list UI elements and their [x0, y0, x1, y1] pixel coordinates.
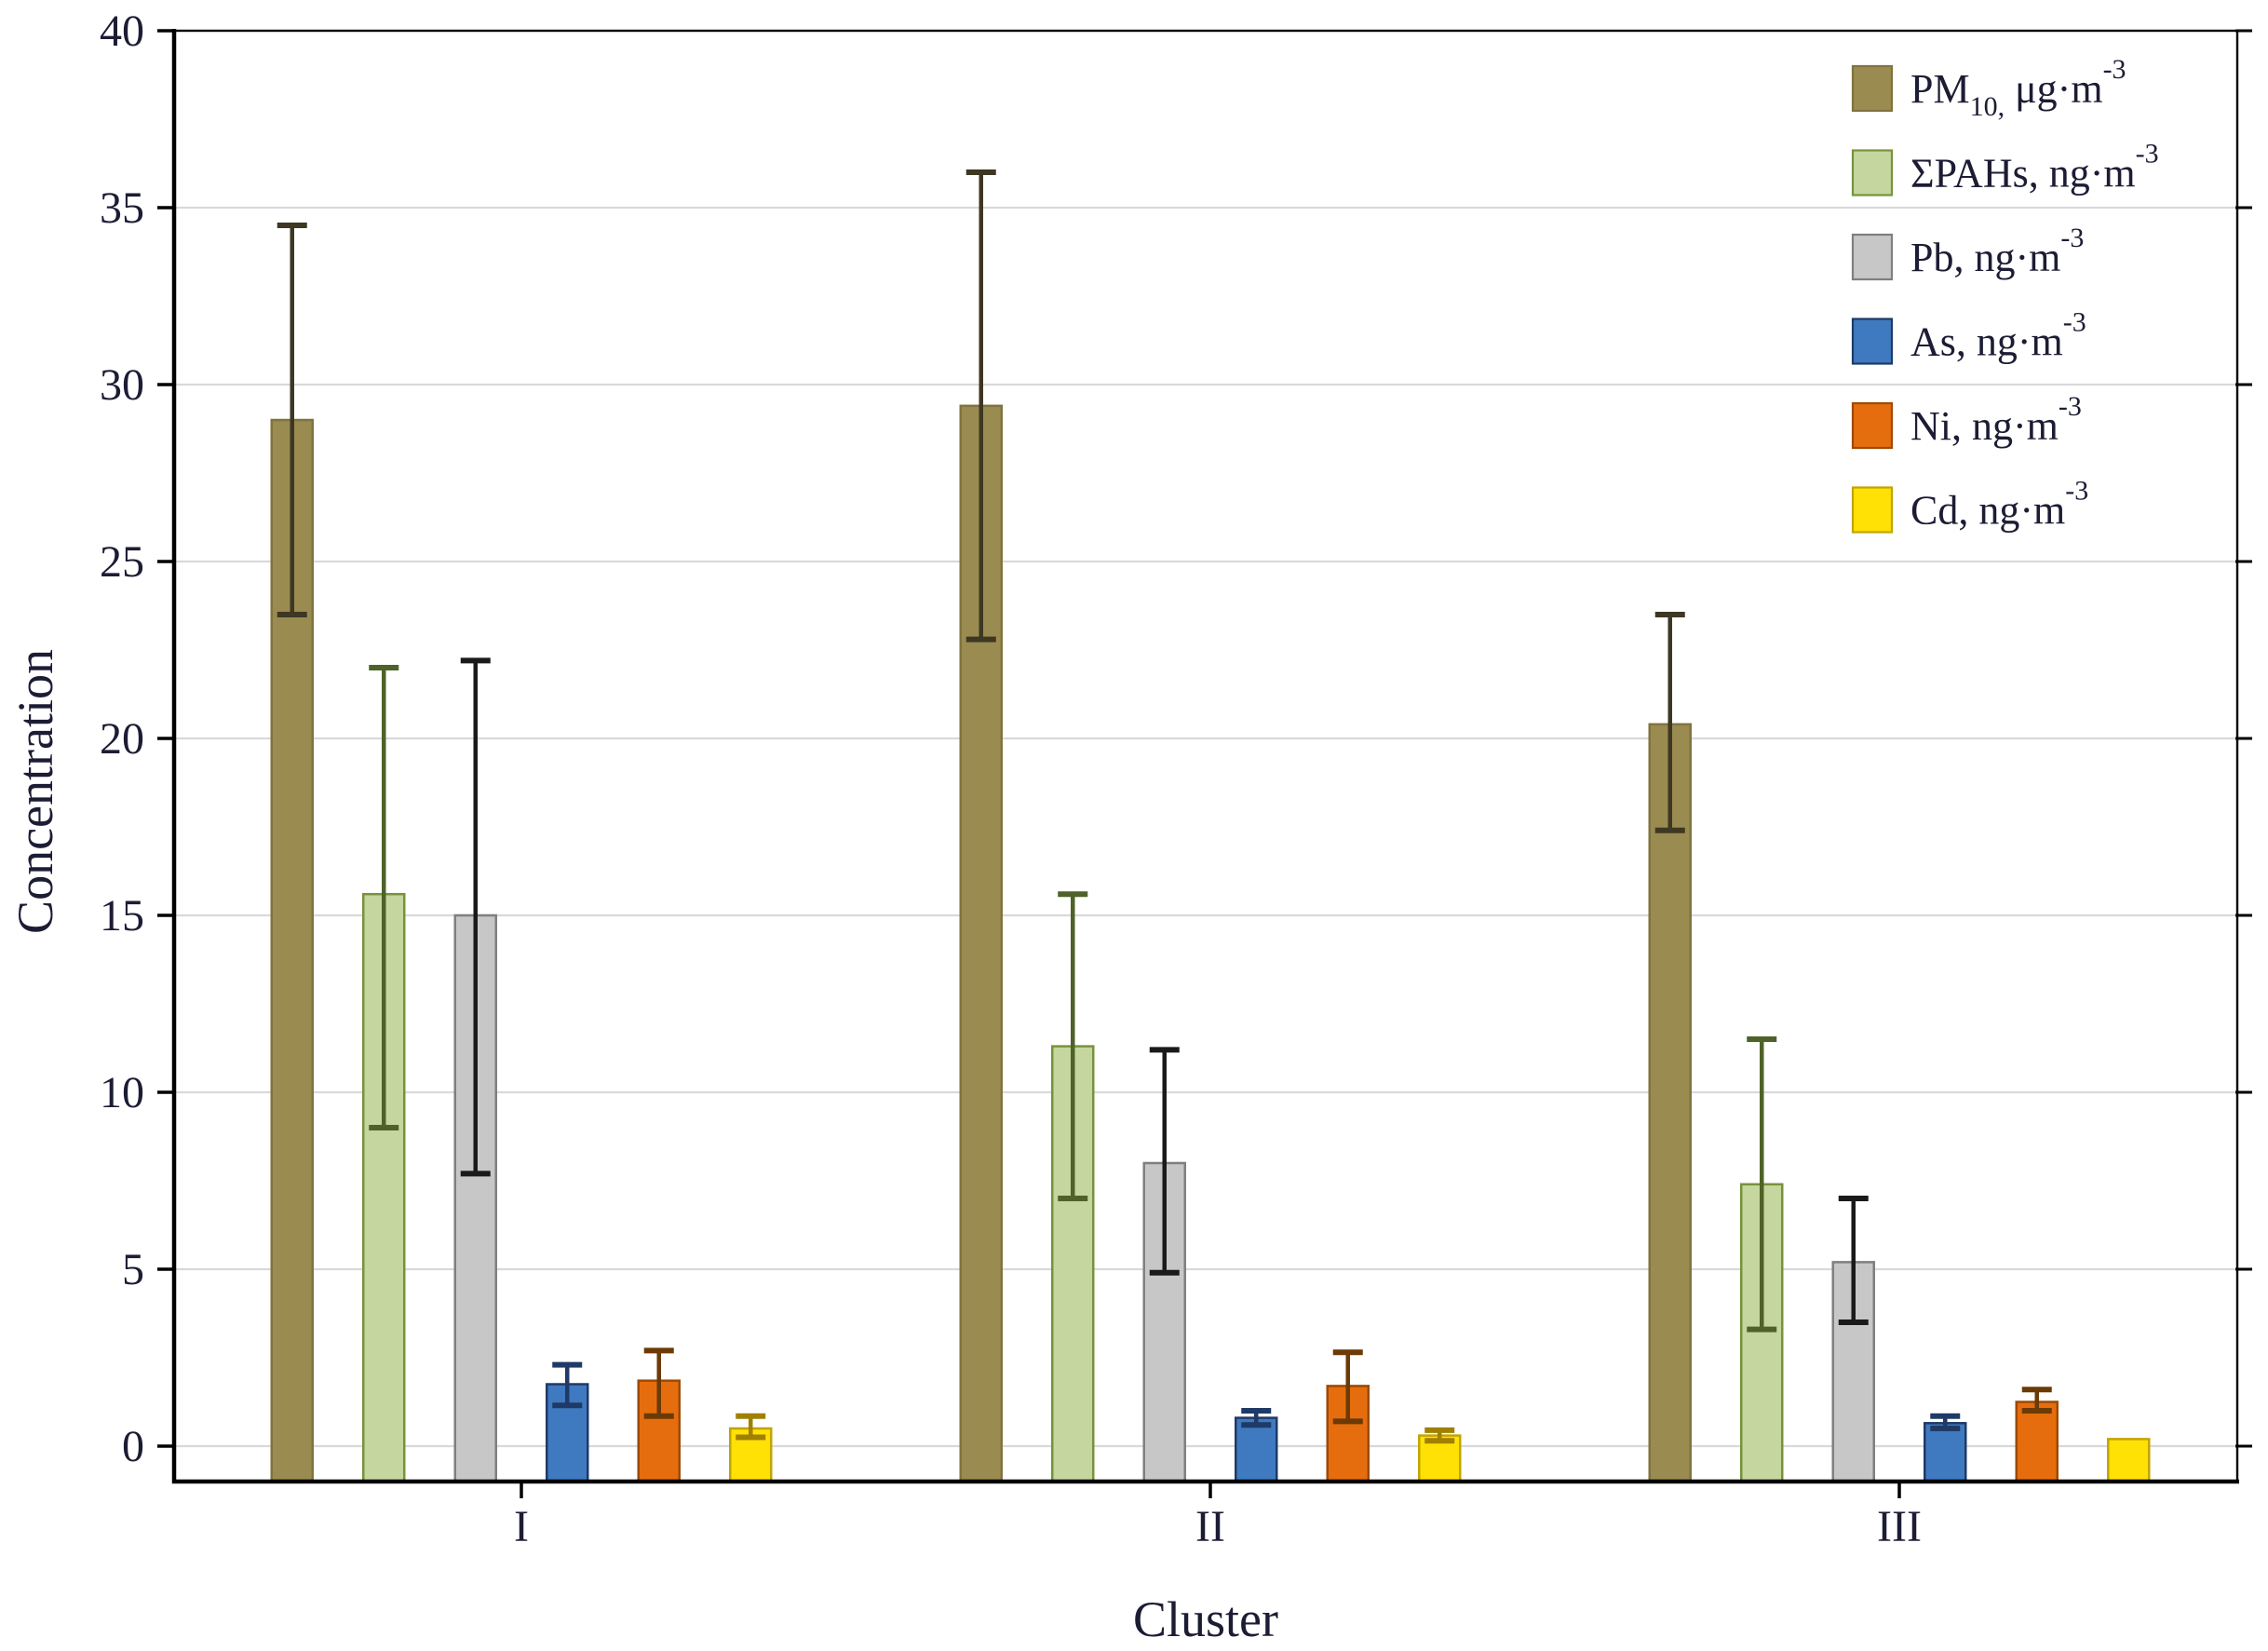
legend-swatch-Pb: [1851, 233, 1894, 281]
error-bar-Pb-III: [1838, 1196, 1869, 1325]
legend-swatch-PM10: [1851, 64, 1894, 113]
bar-Ni-III: [2015, 1401, 2059, 1483]
bar-As-III: [1924, 1422, 1967, 1483]
legend-label-Cd: Cd, ng·m-3: [1910, 476, 2088, 534]
legend-item-As: As, ng·m-3: [1851, 307, 2086, 365]
error-bar-As-III: [1930, 1413, 1961, 1431]
legend-label-As: As, ng·m-3: [1910, 307, 2086, 365]
bar-SPAHs-II: [1051, 1045, 1095, 1483]
x-axis-title: Cluster: [1133, 1591, 1278, 1647]
error-bar-As-II: [1241, 1408, 1272, 1428]
error-bar-Ni-II: [1332, 1349, 1363, 1425]
legend-swatch-Ni: [1851, 401, 1894, 450]
error-bar-Cd-II: [1424, 1427, 1455, 1444]
y-tick-label-35: 35: [100, 183, 144, 233]
error-bar-PM10-III: [1654, 612, 1685, 833]
error-bar-Ni-III: [2021, 1387, 2052, 1414]
error-bar-Ni-I: [643, 1347, 674, 1419]
legend: PM10, μg·m-3 ΣPAHs, ng·m-3 Pb, ng·m-3 As, n…: [1851, 54, 2159, 534]
legend-item-Ni: Ni, ng·m-3: [1851, 391, 2082, 450]
error-bar-SPAHs-I: [369, 665, 399, 1130]
bar-Cd-III: [2107, 1438, 2151, 1483]
error-bar-SPAHs-III: [1747, 1036, 1777, 1333]
error-bar-PM10-II: [965, 169, 996, 643]
error-bar-Pb-II: [1149, 1047, 1180, 1276]
legend-label-PM10: PM10, μg·m-3: [1910, 54, 2126, 122]
y-tick-label-25: 25: [100, 537, 144, 587]
legend-swatch-SPAHs: [1851, 149, 1894, 196]
legend-label-SPAHs: ΣPAHs, ng·m-3: [1910, 139, 2159, 196]
x-tick-label-II: II: [1195, 1502, 1225, 1551]
legend-item-Pb: Pb, ng·m-3: [1851, 223, 2084, 281]
error-bar-SPAHs-II: [1058, 891, 1088, 1201]
error-bar-Pb-I: [460, 657, 491, 1177]
bar-Ni-I: [637, 1379, 681, 1483]
error-bar-Cd-I: [736, 1413, 766, 1441]
bar-PM10-III: [1648, 723, 1692, 1483]
legend-swatch-Cd: [1851, 486, 1894, 534]
error-bar-PM10-I: [277, 223, 307, 617]
error-bar-As-I: [552, 1361, 583, 1409]
y-tick-label-20: 20: [100, 714, 144, 764]
bars-layer: [270, 169, 2151, 1483]
y-tick-label-40: 40: [100, 7, 144, 56]
y-tick-label-15: 15: [100, 891, 144, 941]
x-tick-label-III: III: [1877, 1502, 1922, 1551]
y-axis-title: Concentration: [7, 649, 63, 934]
y-tick-label-10: 10: [100, 1068, 144, 1117]
gridlines-layer: [174, 206, 2237, 1448]
y-tick-label-30: 30: [100, 360, 144, 410]
y-tick-label-5: 5: [122, 1245, 144, 1294]
legend-item-SPAHs: ΣPAHs, ng·m-3: [1851, 139, 2159, 196]
x-tick-label-I: I: [514, 1502, 529, 1551]
legend-label-Pb: Pb, ng·m-3: [1910, 223, 2084, 280]
legend-swatch-As: [1851, 318, 1894, 365]
legend-item-PM10: PM10, μg·m-3: [1851, 54, 2126, 122]
legend-item-Cd: Cd, ng·m-3: [1851, 476, 2088, 534]
y-tick-label-0: 0: [122, 1422, 144, 1471]
plot-frame: [171, 29, 2239, 1484]
legend-label-Ni: Ni, ng·m-3: [1910, 391, 2082, 449]
